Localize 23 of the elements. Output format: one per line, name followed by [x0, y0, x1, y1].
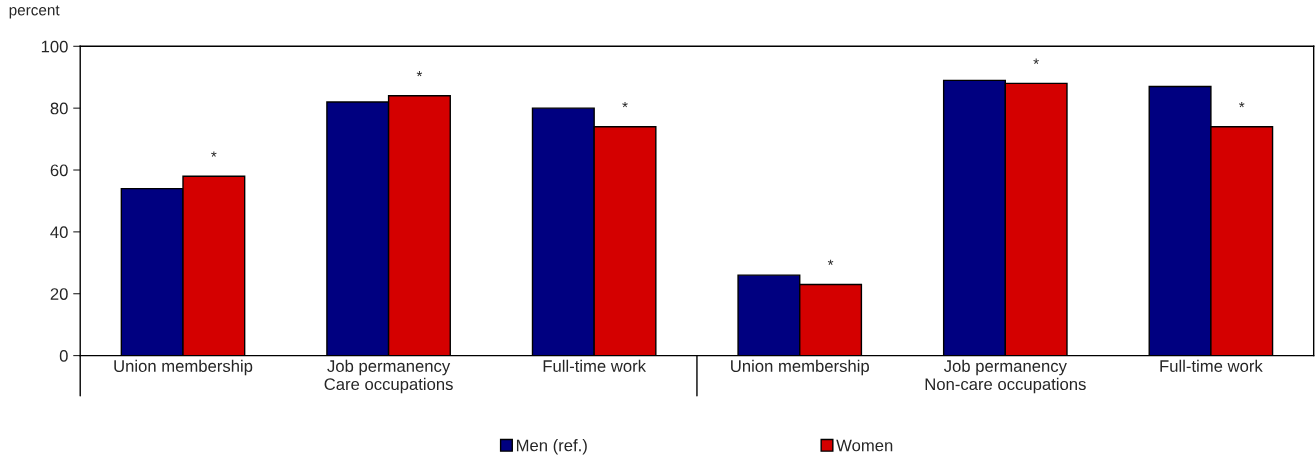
y-axis-title: percent: [9, 5, 60, 19]
data-label: *: [827, 259, 834, 266]
y-tick-label: 100: [41, 40, 68, 53]
x-tick-label: Full-time work: [1160, 359, 1263, 372]
data-label: *: [211, 151, 217, 157]
y-tick-label: 0: [59, 349, 68, 362]
data-label: *: [1239, 101, 1245, 108]
data-label: *: [1033, 58, 1039, 64]
data-label: *: [622, 101, 628, 108]
data-label: *: [416, 70, 423, 77]
x-tick-label: Union membership: [731, 359, 869, 376]
y-tick-label: 80: [50, 102, 68, 115]
y-tick-label: 20: [50, 288, 68, 300]
y-tick-label: 60: [50, 164, 68, 177]
x-tick-label: Job permanency: [327, 359, 451, 376]
legend-label: Women: [836, 439, 893, 452]
x-tick-label: Union membership: [114, 359, 253, 376]
text: Care occupations: [324, 377, 453, 394]
legend-label: Men (ref.): [516, 439, 587, 455]
x-tick-label: Full-time work: [543, 359, 647, 372]
text: Non-care occupations: [925, 377, 1086, 394]
x-tick-label: Job permanency: [943, 359, 1067, 376]
y-tick-label: 40: [50, 226, 68, 239]
